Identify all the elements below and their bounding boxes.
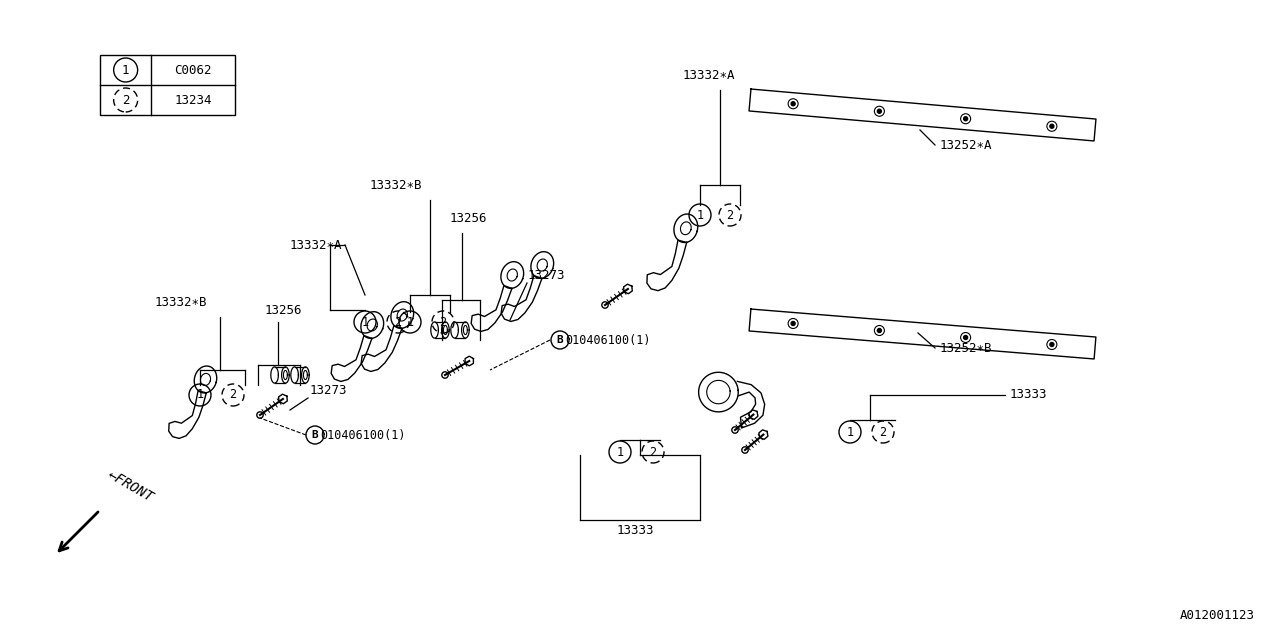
Bar: [100, 55, 236, 115]
Text: 13332∗B: 13332∗B: [370, 179, 422, 191]
Text: 010406100(1): 010406100(1): [320, 429, 406, 442]
Text: 13332∗A: 13332∗A: [291, 239, 343, 252]
Text: C0062: C0062: [174, 63, 212, 77]
Circle shape: [1050, 124, 1053, 128]
Circle shape: [964, 335, 968, 339]
Text: B: B: [557, 335, 563, 345]
Text: 13273: 13273: [529, 269, 566, 282]
Text: 2: 2: [879, 426, 887, 438]
Circle shape: [964, 116, 968, 121]
Text: 1: 1: [846, 426, 854, 438]
Text: 13332∗B: 13332∗B: [155, 296, 207, 308]
Text: 2: 2: [122, 93, 129, 106]
Text: 2: 2: [394, 316, 402, 328]
Text: 13333: 13333: [616, 524, 654, 536]
Text: 13256: 13256: [451, 211, 488, 225]
Text: 2: 2: [649, 445, 657, 458]
Circle shape: [877, 109, 882, 113]
Circle shape: [1050, 342, 1053, 346]
Text: 1: 1: [361, 316, 369, 328]
Text: A012001123: A012001123: [1180, 609, 1254, 622]
Text: 1: 1: [122, 63, 129, 77]
Text: 1: 1: [407, 316, 413, 328]
Text: 2: 2: [439, 316, 447, 328]
Text: 1: 1: [196, 388, 204, 401]
Text: B: B: [311, 430, 319, 440]
Text: 13332∗A: 13332∗A: [684, 68, 736, 81]
Text: 13333: 13333: [1010, 388, 1047, 401]
Text: ←FRONT: ←FRONT: [105, 468, 155, 505]
Text: 2: 2: [229, 388, 237, 401]
Text: 13252∗A: 13252∗A: [940, 138, 992, 152]
Text: 13234: 13234: [174, 93, 212, 106]
Text: 2: 2: [727, 209, 733, 221]
Text: 13273: 13273: [310, 383, 347, 397]
Circle shape: [791, 321, 795, 326]
Text: 1: 1: [617, 445, 623, 458]
Text: 13256: 13256: [265, 303, 302, 317]
Circle shape: [791, 102, 795, 106]
Text: 13252∗B: 13252∗B: [940, 342, 992, 355]
Text: 010406100(1): 010406100(1): [564, 333, 650, 346]
Text: 1: 1: [696, 209, 704, 221]
Circle shape: [877, 328, 882, 333]
